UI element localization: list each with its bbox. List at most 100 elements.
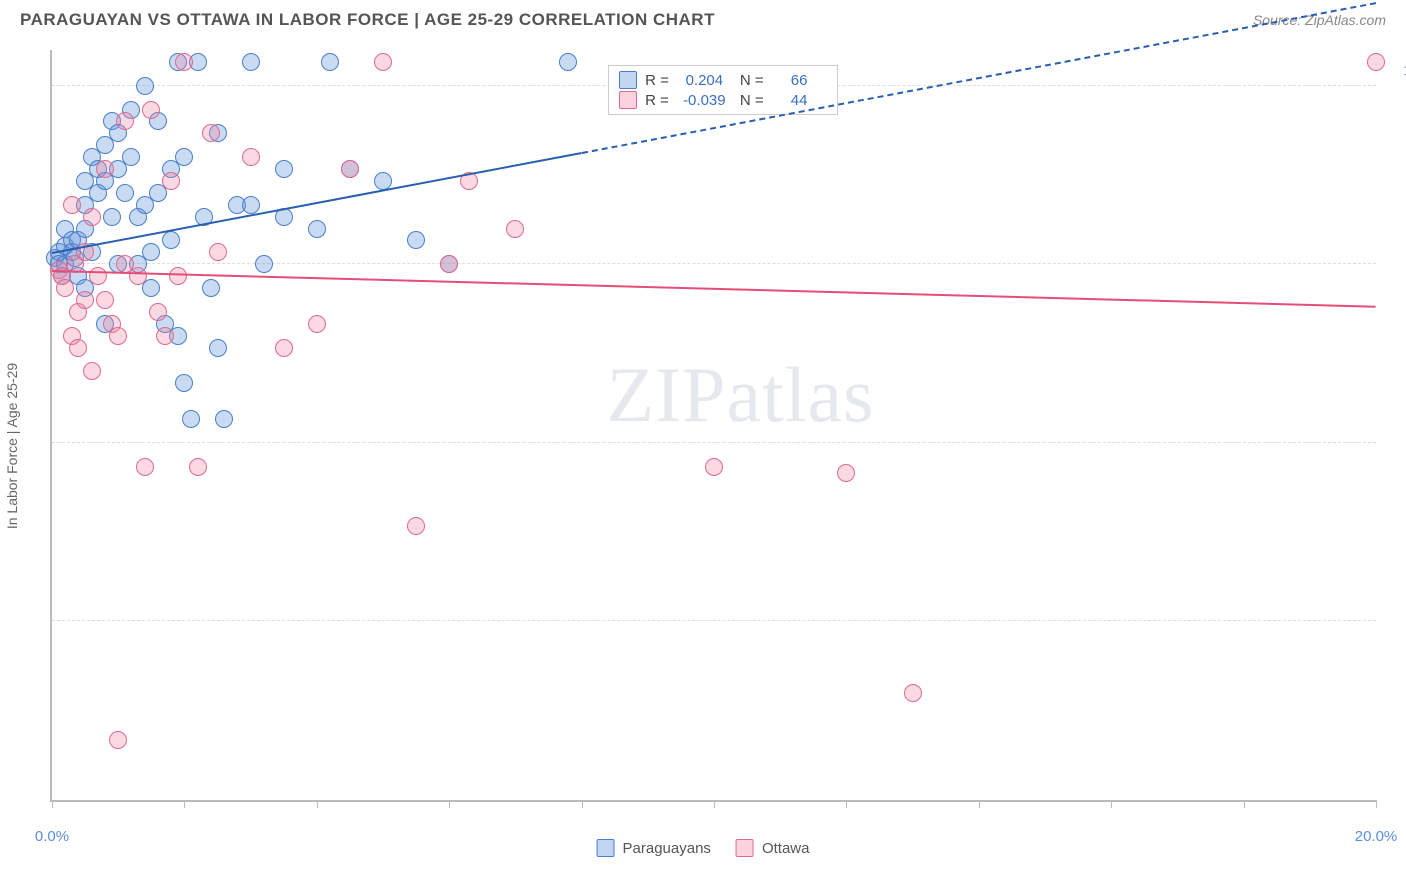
data-point bbox=[83, 362, 101, 380]
chart-header: PARAGUAYAN VS OTTAWA IN LABOR FORCE | AG… bbox=[0, 0, 1406, 38]
xtick bbox=[317, 800, 318, 808]
data-point bbox=[96, 291, 114, 309]
legend-label-paraguayans: Paraguayans bbox=[623, 840, 711, 857]
data-point bbox=[83, 208, 101, 226]
data-point bbox=[308, 220, 326, 238]
xtick bbox=[582, 800, 583, 808]
data-point bbox=[129, 267, 147, 285]
xtick-label-start: 0.0% bbox=[35, 828, 69, 845]
data-point bbox=[275, 339, 293, 357]
data-point bbox=[407, 231, 425, 249]
data-point bbox=[149, 303, 167, 321]
data-point bbox=[215, 410, 233, 428]
data-point bbox=[837, 464, 855, 482]
legend-swatch-blue bbox=[597, 839, 615, 857]
plot-region: ZIPatlas 55.0%70.0%85.0%100.0%0.0%20.0%R… bbox=[50, 50, 1376, 802]
watermark-atlas: atlas bbox=[727, 351, 875, 438]
data-point bbox=[109, 731, 127, 749]
xtick bbox=[1244, 800, 1245, 808]
xtick bbox=[1376, 800, 1377, 808]
data-point bbox=[96, 160, 114, 178]
xtick bbox=[449, 800, 450, 808]
data-point bbox=[63, 196, 81, 214]
bottom-legend: Paraguayans Ottawa bbox=[597, 839, 810, 857]
legend-label-ottawa: Ottawa bbox=[762, 840, 810, 857]
xtick bbox=[714, 800, 715, 808]
data-point bbox=[116, 184, 134, 202]
n-value: 66 bbox=[772, 72, 827, 89]
data-point bbox=[242, 196, 260, 214]
data-point bbox=[76, 291, 94, 309]
n-label: N = bbox=[740, 72, 764, 89]
data-point bbox=[142, 101, 160, 119]
data-point bbox=[69, 339, 87, 357]
data-point bbox=[255, 255, 273, 273]
chart-title: PARAGUAYAN VS OTTAWA IN LABOR FORCE | AG… bbox=[20, 10, 715, 30]
data-point bbox=[440, 255, 458, 273]
xtick bbox=[52, 800, 53, 808]
stats-row: R =-0.039N =44 bbox=[619, 90, 827, 110]
xtick bbox=[979, 800, 980, 808]
data-point bbox=[103, 208, 121, 226]
xtick bbox=[1111, 800, 1112, 808]
data-point bbox=[175, 53, 193, 71]
watermark: ZIPatlas bbox=[607, 350, 875, 440]
data-point bbox=[904, 684, 922, 702]
data-point bbox=[202, 279, 220, 297]
data-point bbox=[175, 374, 193, 392]
xtick bbox=[846, 800, 847, 808]
data-point bbox=[407, 517, 425, 535]
data-point bbox=[1367, 53, 1385, 71]
n-label: N = bbox=[740, 92, 764, 109]
data-point bbox=[109, 327, 127, 345]
data-point bbox=[308, 315, 326, 333]
data-point bbox=[242, 53, 260, 71]
data-point bbox=[175, 148, 193, 166]
data-point bbox=[202, 124, 220, 142]
data-point bbox=[321, 53, 339, 71]
data-point bbox=[136, 77, 154, 95]
gridline bbox=[52, 620, 1376, 621]
r-value: -0.039 bbox=[677, 92, 732, 109]
legend-item-ottawa: Ottawa bbox=[736, 839, 810, 857]
data-point bbox=[136, 458, 154, 476]
data-point bbox=[169, 267, 187, 285]
data-point bbox=[182, 410, 200, 428]
data-point bbox=[56, 279, 74, 297]
chart-area: ZIPatlas 55.0%70.0%85.0%100.0%0.0%20.0%R… bbox=[50, 50, 1376, 802]
data-point bbox=[209, 339, 227, 357]
data-point bbox=[142, 243, 160, 261]
data-point bbox=[89, 267, 107, 285]
n-value: 44 bbox=[772, 92, 827, 109]
ytick-label: 55.0% bbox=[1381, 597, 1406, 613]
stats-swatch bbox=[619, 91, 637, 109]
data-point bbox=[275, 160, 293, 178]
data-point bbox=[156, 327, 174, 345]
ytick-label: 70.0% bbox=[1381, 419, 1406, 435]
stats-swatch bbox=[619, 71, 637, 89]
gridline bbox=[52, 442, 1376, 443]
data-point bbox=[374, 53, 392, 71]
data-point bbox=[506, 220, 524, 238]
ytick-label: 100.0% bbox=[1381, 62, 1406, 78]
data-point bbox=[162, 172, 180, 190]
xtick bbox=[184, 800, 185, 808]
stats-row: R = 0.204 N = 66 bbox=[619, 70, 827, 90]
r-value: 0.204 bbox=[677, 72, 732, 89]
data-point bbox=[162, 231, 180, 249]
trend-line bbox=[52, 152, 582, 254]
data-point bbox=[705, 458, 723, 476]
data-point bbox=[341, 160, 359, 178]
gridline bbox=[52, 263, 1376, 264]
legend-item-paraguayans: Paraguayans bbox=[597, 839, 711, 857]
watermark-zip: ZIP bbox=[607, 351, 727, 438]
data-point bbox=[189, 458, 207, 476]
xtick-label-end: 20.0% bbox=[1355, 828, 1398, 845]
correlation-stats-box: R = 0.204 N = 66R = -0.039 N = 44 bbox=[608, 65, 838, 115]
data-point bbox=[559, 53, 577, 71]
data-point bbox=[116, 112, 134, 130]
data-point bbox=[122, 148, 140, 166]
r-label: R = bbox=[645, 72, 669, 89]
ytick-label: 85.0% bbox=[1381, 240, 1406, 256]
y-axis-label: In Labor Force | Age 25-29 bbox=[4, 363, 20, 529]
